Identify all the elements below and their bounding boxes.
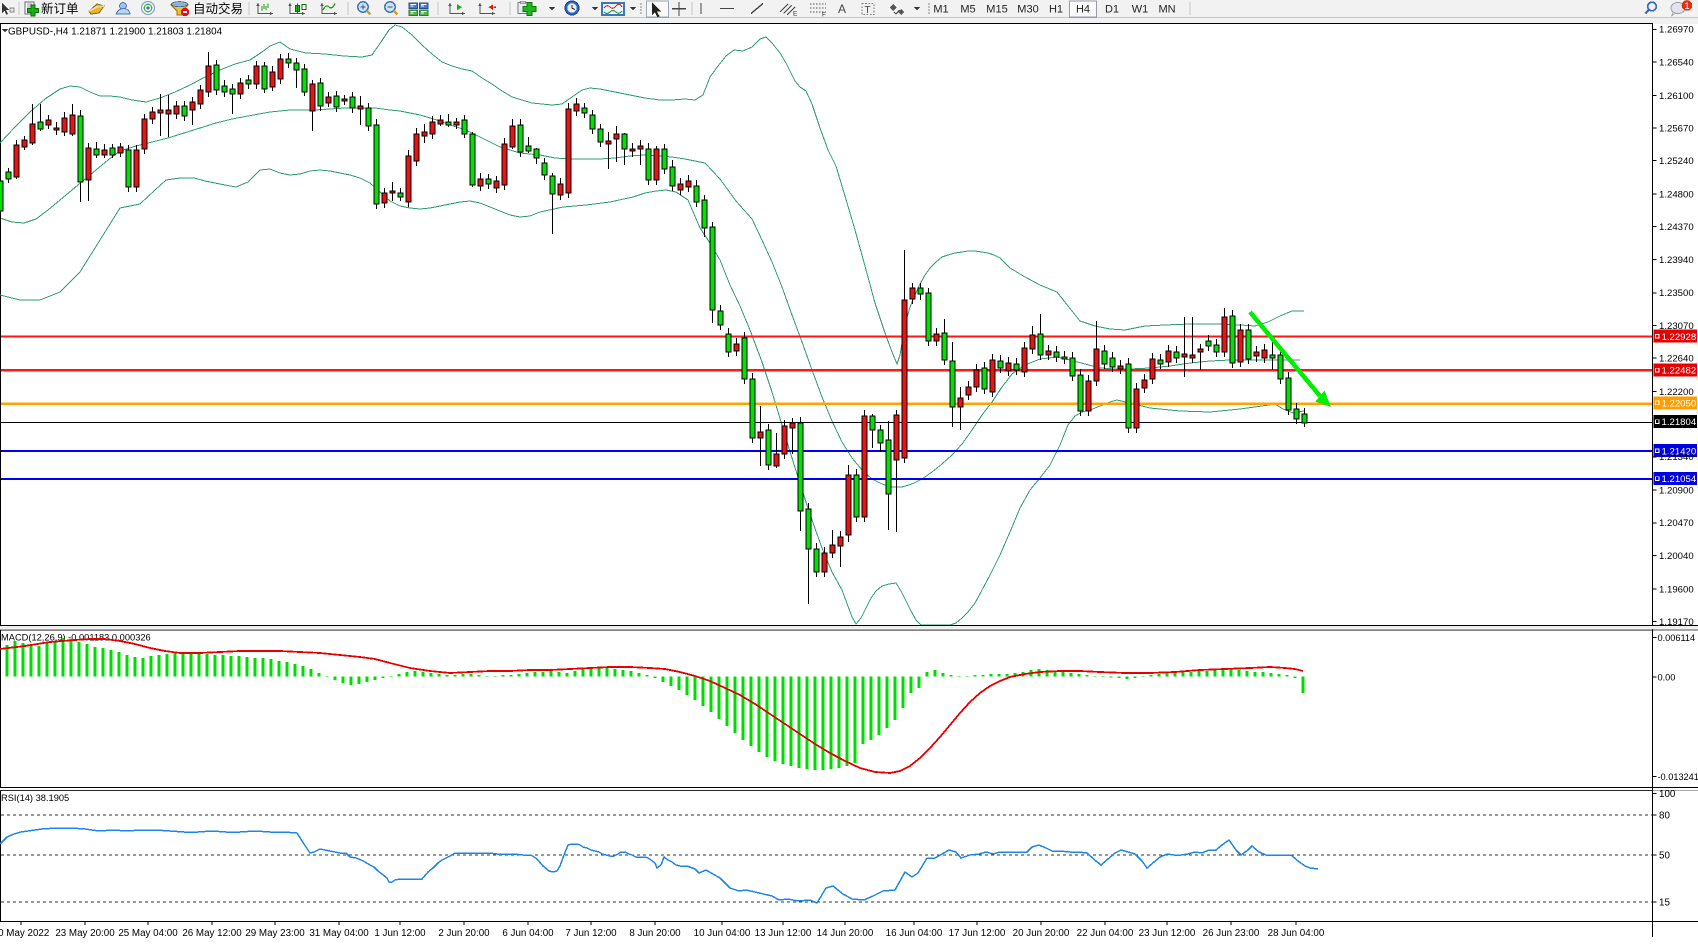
svg-text:T: T [865, 5, 871, 16]
svg-text:1.26540: 1.26540 [1659, 57, 1694, 68]
svg-text:13 Jun 12:00: 13 Jun 12:00 [755, 928, 812, 939]
svg-text:M30: M30 [1017, 4, 1038, 16]
svg-text:新订单: 新订单 [41, 1, 79, 16]
svg-text:14 Jun 20:00: 14 Jun 20:00 [817, 928, 874, 939]
svg-text:MACD(12,26,9) -0.001183 0.0003: MACD(12,26,9) -0.001183 0.000326 [1, 633, 151, 643]
svg-text:100: 100 [1659, 789, 1676, 800]
svg-text:1.23940: 1.23940 [1659, 255, 1694, 266]
svg-text:31 May 04:00: 31 May 04:00 [309, 928, 369, 939]
svg-text:M5: M5 [960, 4, 975, 16]
svg-text:1.22640: 1.22640 [1659, 354, 1694, 365]
svg-text:1.23500: 1.23500 [1659, 288, 1694, 299]
svg-text:D1: D1 [1105, 4, 1119, 16]
svg-text:1: 1 [1684, 1, 1689, 12]
svg-text:7 Jun 12:00: 7 Jun 12:00 [565, 928, 617, 939]
svg-text:1.20040: 1.20040 [1659, 551, 1694, 562]
svg-text:26 May 12:00: 26 May 12:00 [182, 928, 242, 939]
svg-text:1.19170: 1.19170 [1659, 617, 1694, 628]
svg-text:2 Jun 20:00: 2 Jun 20:00 [438, 928, 490, 939]
svg-text:RSI(14) 38.1905: RSI(14) 38.1905 [1, 793, 69, 803]
svg-text:26 Jun 23:00: 26 Jun 23:00 [1203, 928, 1260, 939]
svg-text:6 Jun 04:00: 6 Jun 04:00 [502, 928, 554, 939]
svg-text:0.006114: 0.006114 [1658, 633, 1696, 643]
svg-text:23 May 20:00: 23 May 20:00 [55, 928, 115, 939]
svg-text:23 Jun 12:00: 23 Jun 12:00 [1139, 928, 1196, 939]
svg-text:自动交易: 自动交易 [193, 1, 243, 16]
svg-text:25 May 04:00: 25 May 04:00 [118, 928, 178, 939]
svg-text:1.21804: 1.21804 [1662, 417, 1697, 428]
svg-text:1.25670: 1.25670 [1659, 123, 1694, 134]
svg-text:1.24370: 1.24370 [1659, 222, 1694, 233]
svg-text:20 Jun 20:00: 20 Jun 20:00 [1013, 928, 1070, 939]
svg-text:1.21054: 1.21054 [1662, 474, 1697, 485]
svg-text:22 Jun 04:00: 22 Jun 04:00 [1077, 928, 1134, 939]
svg-text:M1: M1 [933, 4, 948, 16]
svg-text:17 Jun 12:00: 17 Jun 12:00 [949, 928, 1006, 939]
svg-text:1.25240: 1.25240 [1659, 156, 1694, 167]
svg-text:1.26100: 1.26100 [1659, 91, 1694, 102]
svg-text:1.22482: 1.22482 [1662, 366, 1697, 377]
svg-text:29 May 23:00: 29 May 23:00 [245, 928, 305, 939]
svg-text:1.20900: 1.20900 [1659, 486, 1694, 497]
svg-text:1.20470: 1.20470 [1659, 518, 1694, 529]
svg-text:50: 50 [1659, 850, 1670, 861]
svg-text:H4: H4 [1076, 4, 1090, 16]
svg-text:1.22050: 1.22050 [1662, 399, 1697, 410]
svg-text:1.24800: 1.24800 [1659, 190, 1694, 201]
svg-text:GBPUSD-,H4 1.21871 1.21900 1.: GBPUSD-,H4 1.21871 1.21900 1.21803 1.218… [8, 27, 223, 38]
svg-text:16 Jun 04:00: 16 Jun 04:00 [886, 928, 943, 939]
svg-text:1.26970: 1.26970 [1659, 25, 1694, 36]
svg-text:W1: W1 [1132, 4, 1149, 16]
svg-text:1.23070: 1.23070 [1659, 321, 1694, 332]
svg-text:20 May 2022: 20 May 2022 [0, 928, 49, 939]
svg-text:H1: H1 [1049, 4, 1063, 16]
svg-text:10 Jun 04:00: 10 Jun 04:00 [694, 928, 751, 939]
svg-text:80: 80 [1659, 810, 1670, 821]
svg-text:1.21340: 1.21340 [1659, 452, 1694, 463]
svg-text:M15: M15 [986, 4, 1007, 16]
svg-text:-0.013241: -0.013241 [1658, 772, 1698, 782]
svg-text:1.22200: 1.22200 [1659, 387, 1694, 398]
svg-text:1.22928: 1.22928 [1662, 332, 1697, 343]
svg-text:1 Jun 12:00: 1 Jun 12:00 [374, 928, 426, 939]
svg-text:MN: MN [1158, 4, 1175, 16]
svg-text:0.00: 0.00 [1658, 672, 1676, 682]
svg-text:28 Jun 04:00: 28 Jun 04:00 [1268, 928, 1325, 939]
svg-text:15: 15 [1659, 897, 1670, 908]
svg-text:F: F [822, 12, 826, 19]
svg-text:8 Jun 20:00: 8 Jun 20:00 [629, 928, 681, 939]
svg-text:1.21420: 1.21420 [1662, 446, 1697, 457]
svg-text:A: A [838, 2, 846, 16]
svg-text:1.19600: 1.19600 [1659, 584, 1694, 595]
svg-text:E: E [793, 11, 798, 18]
